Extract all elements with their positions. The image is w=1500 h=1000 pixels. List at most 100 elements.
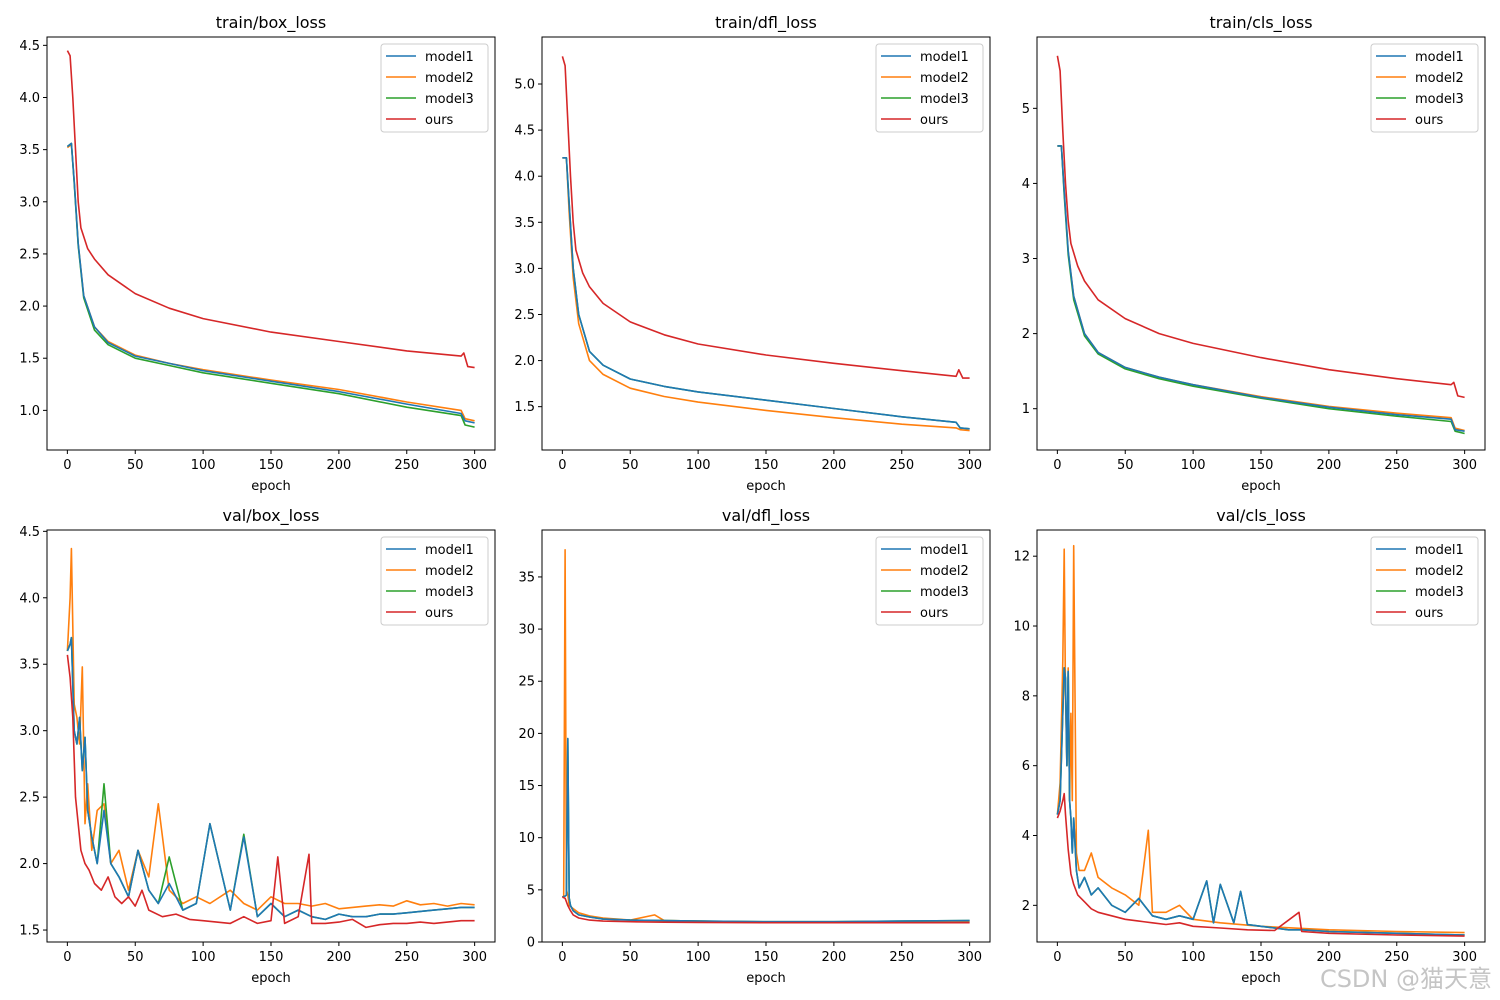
legend: model1 model2 model3 ours xyxy=(380,43,489,133)
y-tick-label: 2 xyxy=(1022,899,1030,914)
y-tick-label: 3.0 xyxy=(19,195,40,210)
x-tick-label: 50 xyxy=(1117,458,1134,473)
legend-label-model2: model2 xyxy=(425,564,474,579)
subplot-val-box_loss: val/box_loss 0 50 100 150 200 250 300 1.5 2.0 2.5 3… xyxy=(19,506,496,986)
legend: model1 model2 model3 ours xyxy=(380,536,489,626)
x-axis-label: epoch xyxy=(251,479,291,494)
y-tick-label: 35 xyxy=(518,570,535,585)
subplot-title: train/box_loss xyxy=(216,13,326,33)
legend: model1 model2 model3 ours xyxy=(1370,43,1479,133)
legend: model1 model2 model3 ours xyxy=(875,43,984,133)
series-line-model3 xyxy=(66,636,475,921)
series-line-model1 xyxy=(66,636,475,921)
legend-label-model3: model3 xyxy=(1415,92,1464,107)
legend-label-model2: model2 xyxy=(1415,564,1464,579)
y-tick-label: 4.5 xyxy=(514,124,535,139)
series-line-model3 xyxy=(66,142,475,428)
legend-label-model3: model3 xyxy=(1415,585,1464,600)
x-tick-label: 300 xyxy=(462,458,487,473)
y-tick-label: 10 xyxy=(518,831,535,846)
subplot-train-box_loss: train/box_loss 0 50 100 150 200 250 300 1.0 1.5 2.… xyxy=(19,13,496,494)
x-tick-label: 250 xyxy=(1384,458,1409,473)
x-tick-label: 250 xyxy=(889,458,914,473)
subplot-val-dfl_loss: val/dfl_loss 0 50 100 150 200 250 300 0 5 10 15 20 25… xyxy=(518,506,991,986)
series-line-ours xyxy=(66,654,475,929)
y-tick-label: 15 xyxy=(518,779,535,794)
x-tick-label: 100 xyxy=(191,458,216,473)
x-tick-label: 50 xyxy=(127,950,144,965)
x-tick-label: 100 xyxy=(1181,458,1206,473)
subplot-train-cls_loss: train/cls_loss 0 50 100 150 200 250 300 1 2 3 4 5 epo… xyxy=(1022,13,1486,494)
legend-label-ours: ours xyxy=(920,606,949,621)
legend-label-model2: model2 xyxy=(920,564,969,579)
y-tick-label: 4 xyxy=(1022,177,1030,192)
y-tick-label: 4.5 xyxy=(19,39,40,54)
y-tick-label: 4.0 xyxy=(514,170,535,185)
y-tick-label: 3.5 xyxy=(19,143,40,158)
x-tick-label: 300 xyxy=(462,950,487,965)
x-tick-label: 50 xyxy=(622,458,639,473)
x-tick-label: 50 xyxy=(622,950,639,965)
y-tick-label: 4.0 xyxy=(19,591,40,606)
x-axis-label: epoch xyxy=(746,479,786,494)
y-tick-label: 1.5 xyxy=(514,400,535,415)
x-tick-label: 200 xyxy=(326,950,351,965)
y-tick-label: 20 xyxy=(518,727,535,742)
legend-box xyxy=(380,536,489,626)
subplot-val-cls_loss: val/cls_loss 0 50 100 150 200 250 300 2 4 6 8 10 12 ep… xyxy=(1013,506,1486,986)
series-line-ours xyxy=(562,896,970,924)
y-tick-label: 30 xyxy=(518,623,535,638)
x-axis-label: epoch xyxy=(1241,479,1281,494)
legend-box xyxy=(380,43,489,133)
legend-label-ours: ours xyxy=(920,113,949,128)
y-tick-label: 2.5 xyxy=(514,308,535,323)
x-tick-label: 100 xyxy=(191,950,216,965)
legend-label-model3: model3 xyxy=(425,92,474,107)
x-tick-label: 200 xyxy=(821,950,846,965)
y-tick-label: 25 xyxy=(518,675,535,690)
y-tick-label: 3.5 xyxy=(19,658,40,673)
y-tick-label: 5 xyxy=(527,883,535,898)
series-line-model3 xyxy=(562,737,970,923)
series-line-model3 xyxy=(1057,145,1465,435)
subplot-title: train/cls_loss xyxy=(1209,13,1312,33)
legend-label-model1: model1 xyxy=(425,543,474,558)
y-tick-label: 2.0 xyxy=(19,857,40,872)
x-tick-label: 50 xyxy=(1117,950,1134,965)
x-tick-label: 200 xyxy=(1316,950,1341,965)
x-tick-label: 150 xyxy=(1249,458,1274,473)
y-tick-label: 12 xyxy=(1013,550,1030,565)
legend-box xyxy=(875,536,984,626)
x-tick-label: 300 xyxy=(957,458,982,473)
x-tick-label: 0 xyxy=(1053,458,1061,473)
x-tick-label: 150 xyxy=(259,950,284,965)
subplot-title: val/cls_loss xyxy=(1216,506,1306,526)
series-line-model2 xyxy=(66,143,475,422)
x-tick-label: 100 xyxy=(686,458,711,473)
legend: model1 model2 model3 ours xyxy=(1370,536,1479,626)
x-tick-label: 50 xyxy=(127,458,144,473)
legend-label-model2: model2 xyxy=(425,71,474,86)
x-tick-label: 100 xyxy=(686,950,711,965)
y-tick-label: 1.5 xyxy=(19,352,40,367)
y-tick-label: 3 xyxy=(1022,252,1030,267)
x-tick-label: 0 xyxy=(558,950,566,965)
legend-label-model3: model3 xyxy=(425,585,474,600)
y-tick-label: 2.5 xyxy=(19,791,40,806)
legend-label-model3: model3 xyxy=(920,92,969,107)
y-tick-label: 6 xyxy=(1022,759,1030,774)
y-tick-label: 2.5 xyxy=(19,247,40,262)
y-tick-label: 5.0 xyxy=(514,78,535,93)
legend-label-model2: model2 xyxy=(920,71,969,86)
y-tick-label: 5 xyxy=(1022,102,1030,117)
x-axis-label: epoch xyxy=(746,971,786,986)
y-tick-label: 2.0 xyxy=(19,300,40,315)
legend-label-model1: model1 xyxy=(920,50,969,65)
y-tick-label: 3.0 xyxy=(514,262,535,277)
y-tick-label: 1 xyxy=(1022,402,1030,417)
legend-label-ours: ours xyxy=(425,113,454,128)
series-line-model1 xyxy=(66,142,475,424)
legend-box xyxy=(1370,43,1479,133)
series-line-model1 xyxy=(1056,667,1465,936)
